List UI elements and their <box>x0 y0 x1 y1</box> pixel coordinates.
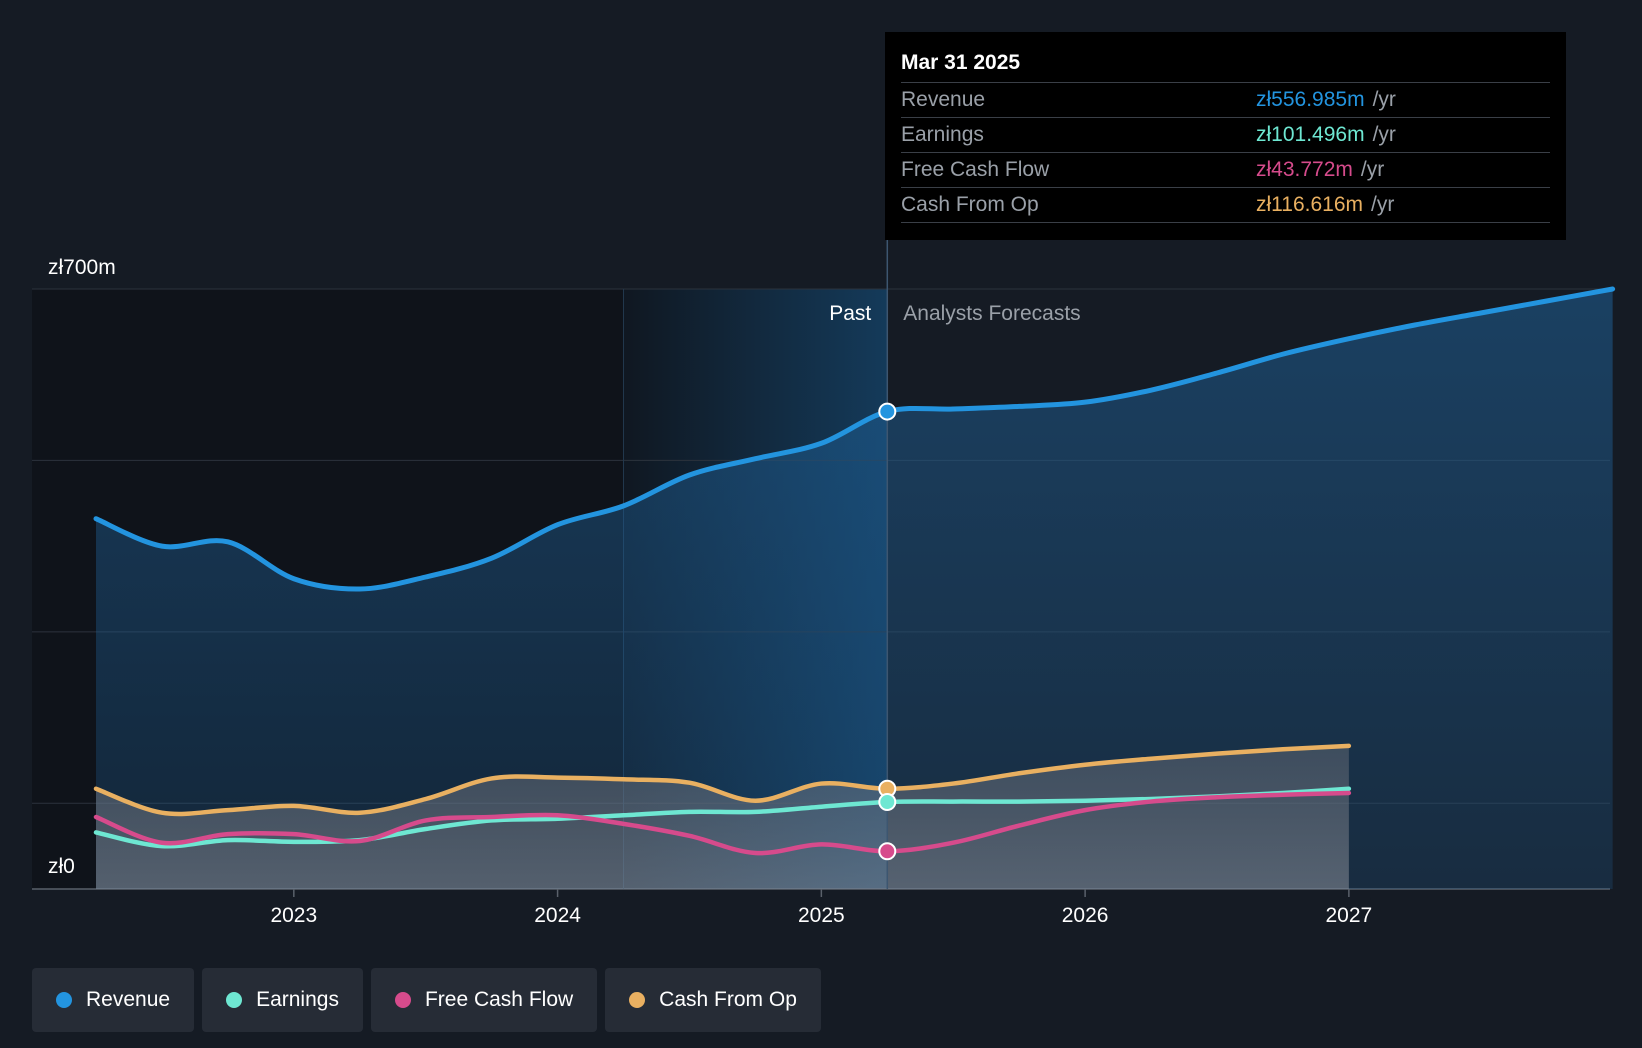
cash-from-op-area <box>96 745 1349 889</box>
tooltip-row-revenue: Revenue zł556.985m /yr <box>901 82 1550 117</box>
tooltip-unit: /yr <box>1360 158 1385 181</box>
free-cash-flow-dot-icon <box>394 992 411 1008</box>
tooltip-value: zł556.985m <box>1256 88 1365 111</box>
past-label: Past <box>829 302 871 325</box>
x-tick-label: 2027 <box>1326 904 1373 927</box>
legend-item-free-cash-flow[interactable]: Free Cash Flow <box>370 968 598 1032</box>
revenue-dot-icon <box>56 992 72 1008</box>
tooltip-label: Earnings <box>901 123 984 146</box>
x-tick-label: 2023 <box>270 904 317 927</box>
legend-label: Cash From Op <box>659 988 797 1011</box>
tooltip-date: Mar 31 2025 <box>901 51 1021 74</box>
legend-item-earnings[interactable]: Earnings <box>202 968 363 1032</box>
tooltip-unit: /yr <box>1372 123 1396 146</box>
free-cash-flow-line <box>93 790 1352 856</box>
revenue-point <box>878 402 897 421</box>
highlight-points <box>878 402 897 861</box>
cash-from-op-line <box>93 743 1352 817</box>
tooltip-label: Revenue <box>901 88 986 111</box>
x-tick-label: 2026 <box>1062 904 1109 927</box>
tooltip-row-cash-from-op: Cash From Op zł116.616m /yr <box>901 187 1550 223</box>
x-tick-label: 2025 <box>798 904 845 927</box>
revenue-area <box>96 289 1613 889</box>
cash-from-op-dot-icon <box>629 992 646 1008</box>
earnings-dot-icon <box>226 992 243 1008</box>
tooltip-unit: /yr <box>1371 193 1395 216</box>
legend-item-revenue[interactable]: Revenue <box>32 968 195 1032</box>
series-lines <box>93 286 1616 856</box>
earnings-point <box>878 793 897 811</box>
legend-label: Free Cash Flow <box>424 988 574 1011</box>
y-axis-top-label: zł700m <box>48 256 116 279</box>
forecast-label: Analysts Forecasts <box>903 302 1080 325</box>
tooltip: Mar 31 2025 Revenue zł556.985m /yr Earni… <box>885 32 1566 240</box>
legend-label: Revenue <box>86 988 171 1011</box>
tooltip-unit: /yr <box>1372 88 1396 111</box>
tooltip-label: Free Cash Flow <box>901 158 1050 181</box>
x-axis-ticks: 2023 2024 2025 2026 2027 <box>270 889 1372 927</box>
free-cash-flow-point <box>878 842 897 861</box>
tooltip-row-free-cash-flow: Free Cash Flow zł43.772m /yr <box>901 152 1550 187</box>
tooltip-value: zł43.772m <box>1256 158 1353 181</box>
tooltip-value: zł101.496m <box>1256 123 1365 146</box>
legend-label: Earnings <box>256 988 339 1011</box>
tooltip-row-earnings: Earnings zł101.496m /yr <box>901 117 1550 152</box>
tooltip-value: zł116.616m <box>1256 193 1364 216</box>
x-tick-label: 2024 <box>534 904 581 927</box>
earnings-line <box>93 786 1352 849</box>
legend: Revenue Earnings Free Cash Flow Cash Fro… <box>32 968 821 1032</box>
tooltip-label: Cash From Op <box>901 193 1039 216</box>
y-axis-bottom-label: zł0 <box>48 855 75 878</box>
legend-item-cash-from-op[interactable]: Cash From Op <box>605 968 821 1032</box>
revenue-line <box>93 286 1616 592</box>
